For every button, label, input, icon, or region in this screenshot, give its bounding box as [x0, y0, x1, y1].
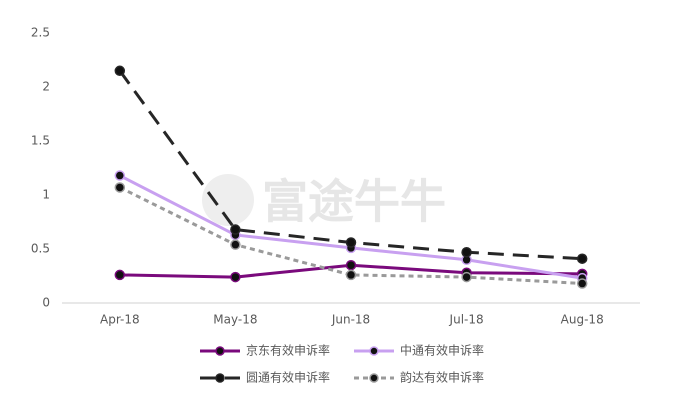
y-tick-label: 2: [42, 80, 50, 94]
legend-marker: [215, 373, 225, 383]
point: [345, 259, 357, 271]
y-tick-label: 0.5: [31, 242, 50, 256]
y-tick-label: 2.5: [31, 26, 50, 40]
watermark: 富途牛牛: [262, 175, 446, 229]
point: [230, 224, 241, 235]
y-tick-label: 1.5: [31, 134, 50, 148]
y-tick-label: 1: [42, 188, 50, 202]
x-tick-label: May-18: [213, 313, 257, 327]
point: [461, 246, 472, 258]
watermark-logo: [202, 174, 254, 226]
point: [114, 65, 126, 77]
legend-label: 京东有效申诉率: [246, 343, 330, 358]
legend-label: 中通有效申诉率: [400, 343, 484, 358]
point: [114, 170, 126, 181]
series-line: [118, 69, 583, 261]
legend-label: 韵达有效申诉率: [400, 370, 484, 385]
x-tick-label: Jun-18: [331, 313, 370, 327]
legend-marker: [215, 346, 225, 356]
y-tick-label: 0: [42, 296, 50, 310]
legend-label: 圆通有效申诉率: [246, 370, 330, 385]
point: [576, 278, 588, 289]
series-line: [119, 186, 583, 286]
point: [345, 269, 357, 281]
point: [345, 237, 357, 248]
point: [576, 253, 588, 264]
x-tick-label: Jul-18: [449, 313, 484, 327]
point: [461, 271, 472, 283]
point: [230, 239, 241, 250]
legend-marker: [369, 346, 379, 356]
point: [114, 182, 126, 193]
x-tick-label: Apr-18: [100, 313, 140, 327]
x-tick-label: Aug-18: [561, 313, 604, 327]
legend-marker: [369, 373, 379, 383]
point: [230, 271, 241, 283]
point: [114, 269, 126, 281]
